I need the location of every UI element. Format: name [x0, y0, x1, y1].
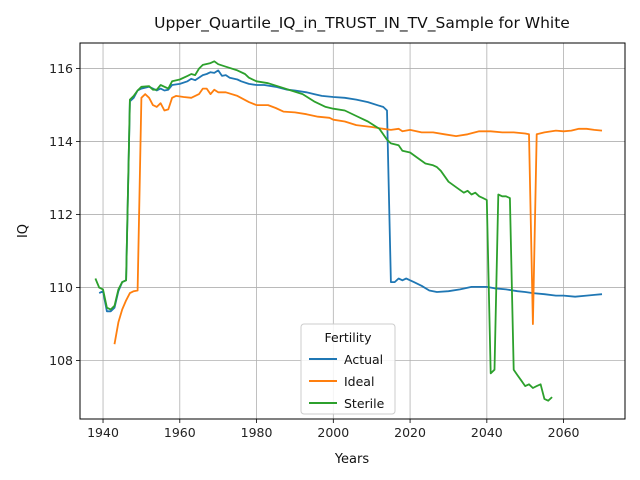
y-axis-label: IQ: [16, 224, 31, 238]
legend-label-actual: Actual: [344, 352, 383, 367]
axis-ticks: 1940 1960 1980 2000 2020 2040 2060 108 110 112 114…: [49, 61, 579, 440]
x-axis-label: Years: [334, 452, 370, 467]
legend-title: Fertility: [325, 330, 373, 345]
plot-area-frame: [79, 42, 626, 420]
chart-title: Upper_Quartile_IQ_in_TRUST_IN_TV_Sample …: [154, 14, 570, 33]
series-line-ideal: [113, 87, 603, 345]
x-tick-label: 1940: [87, 425, 119, 440]
series-line-sterile: [94, 60, 553, 402]
legend-label-sterile: Sterile: [344, 396, 385, 411]
y-tick-label: 114: [49, 134, 73, 149]
x-tick-label: 2040: [471, 425, 503, 440]
y-tick-label: 108: [49, 353, 73, 368]
legend-box: [300, 323, 396, 415]
legend: Fertility Actual Ideal Sterile: [300, 323, 396, 415]
y-tick-label: 110: [49, 280, 73, 295]
x-tick-label: 1980: [241, 425, 273, 440]
x-tick-label: 1960: [164, 425, 196, 440]
y-tick-label: 112: [49, 207, 73, 222]
y-tick-label: 116: [49, 61, 73, 76]
x-tick-label: 2020: [394, 425, 426, 440]
x-tick-label: 2000: [317, 425, 349, 440]
legend-label-ideal: Ideal: [344, 374, 374, 389]
x-tick-label: 2060: [548, 425, 580, 440]
series-layer: [94, 60, 603, 402]
